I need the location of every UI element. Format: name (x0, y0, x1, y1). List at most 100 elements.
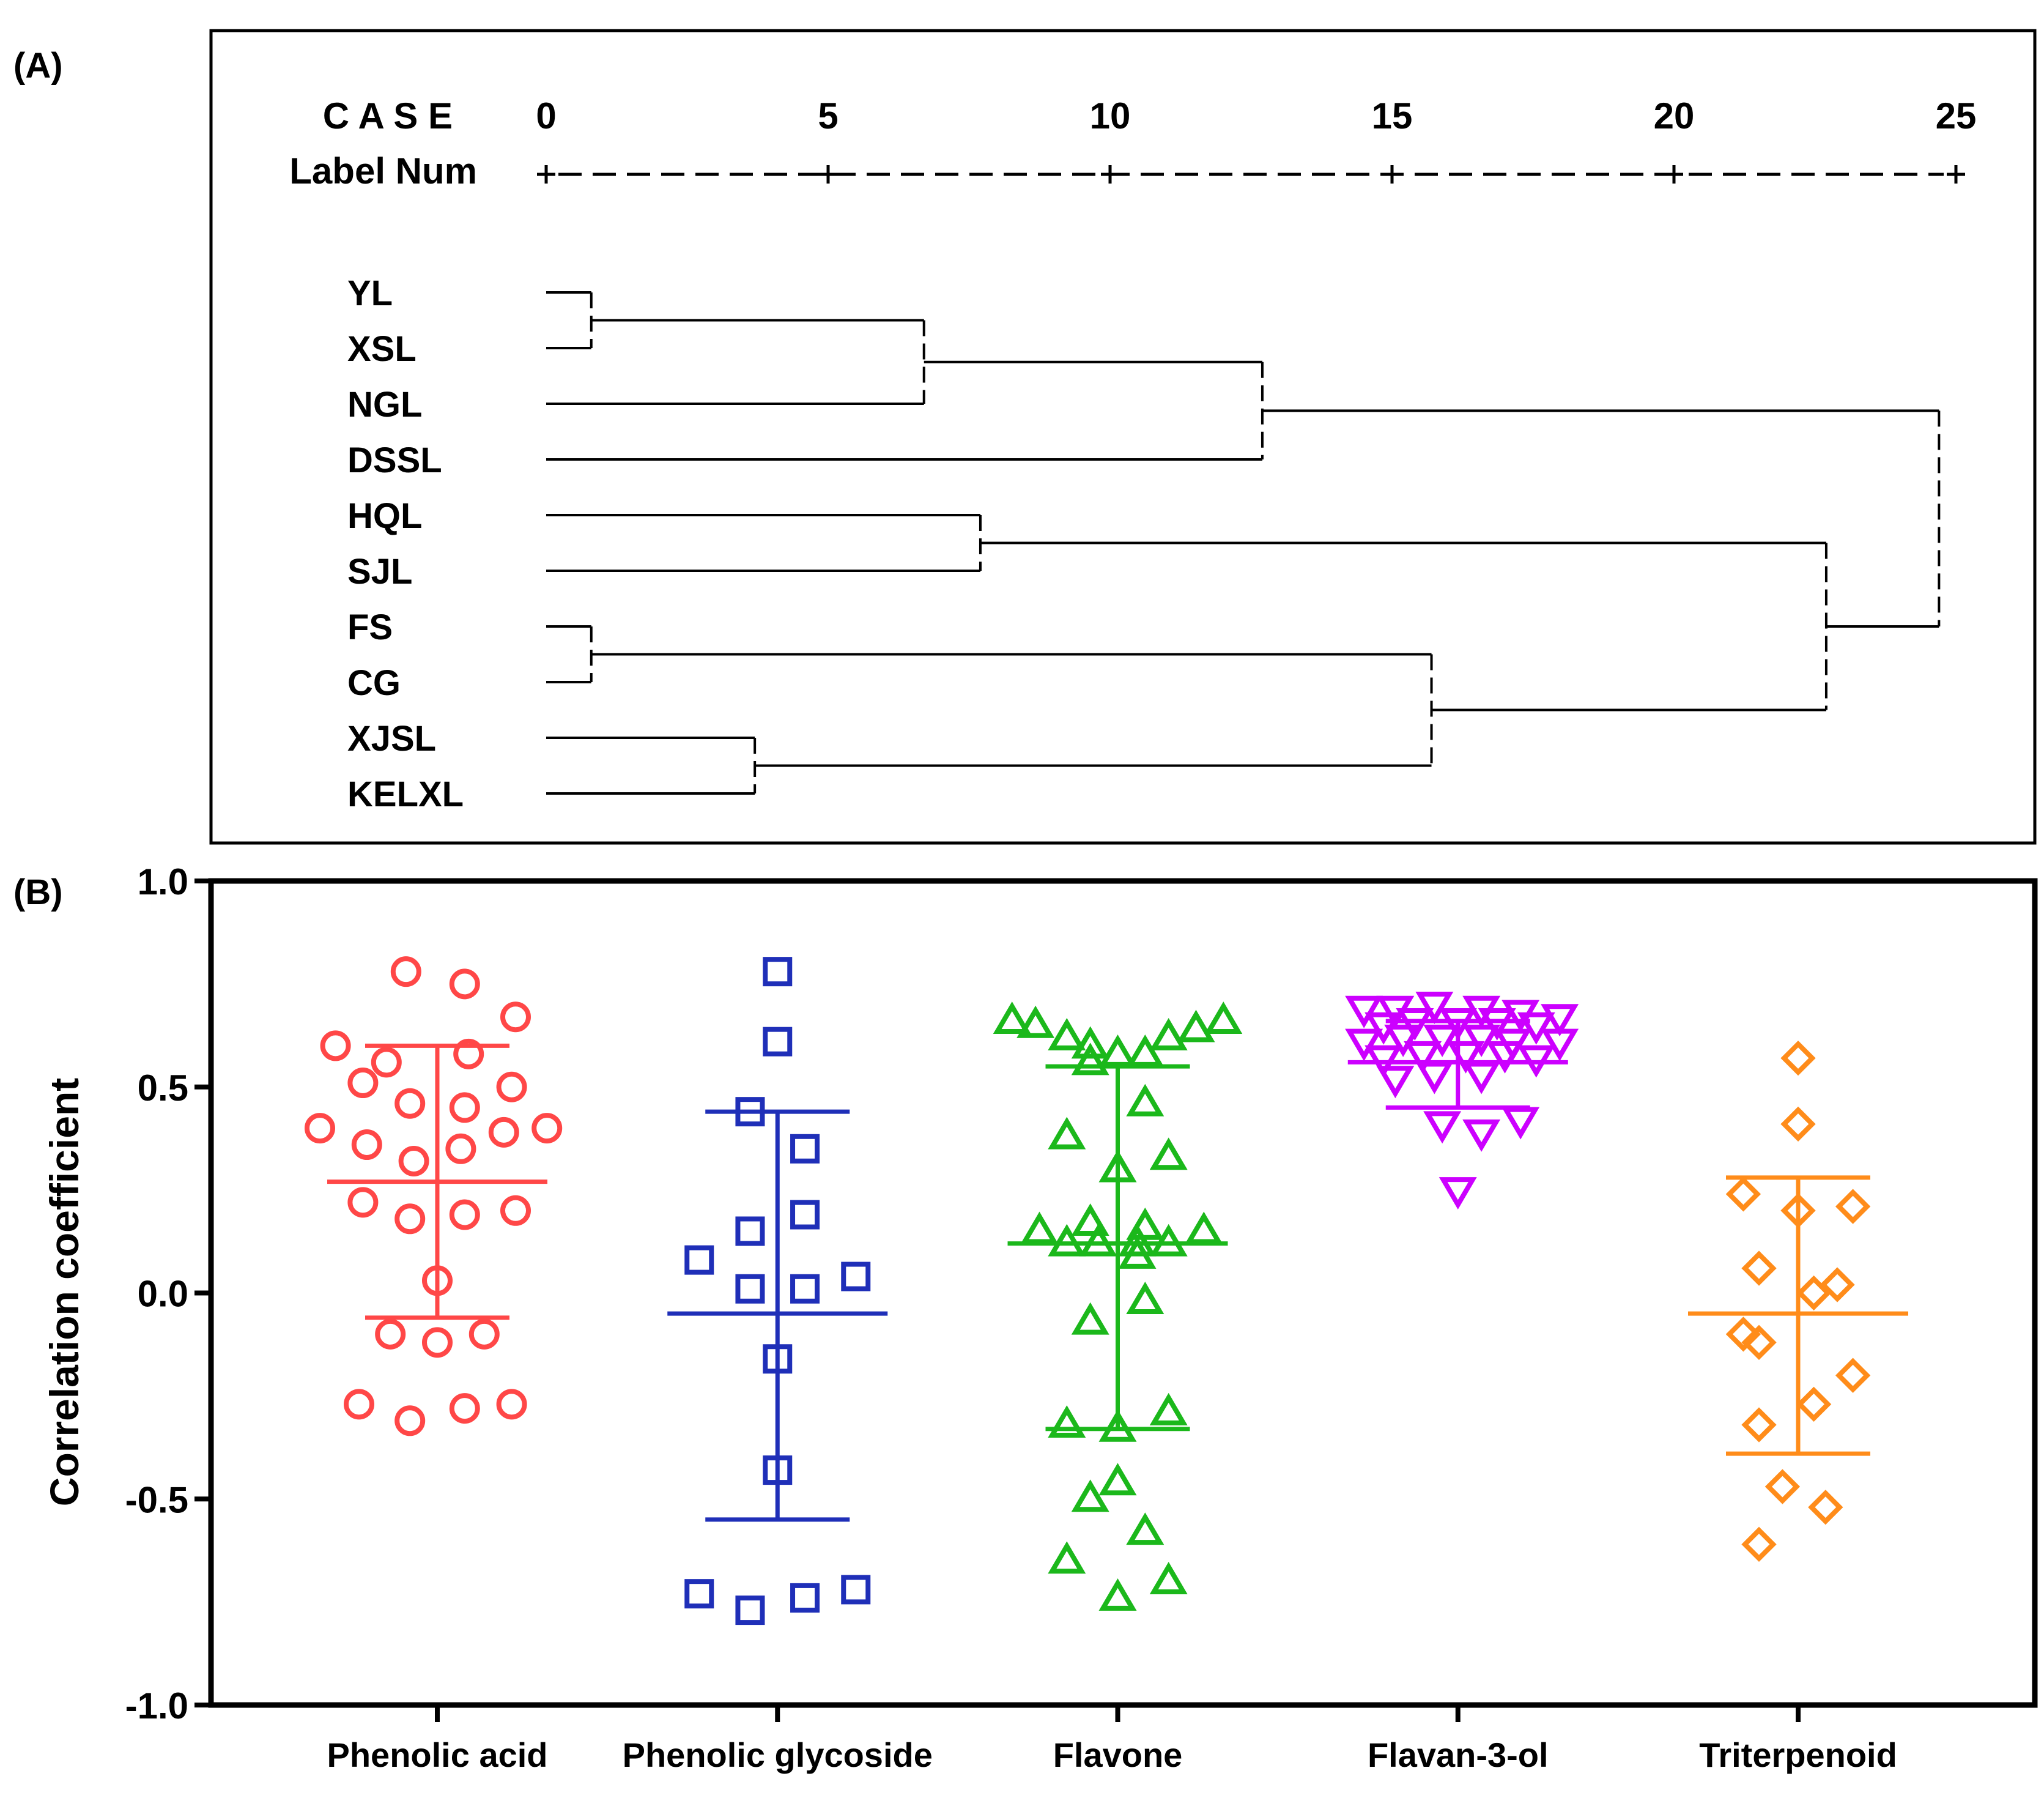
data-point (763, 957, 793, 987)
data-point (500, 1195, 531, 1226)
scale-tick-label-20: 20 (1654, 95, 1695, 136)
data-point (1423, 1024, 1462, 1057)
dendrogram-branches (546, 291, 1941, 795)
data-point (351, 1129, 382, 1161)
panel-b-label: (B) (13, 872, 63, 912)
panel-a-label: (A) (13, 46, 63, 86)
data-point (763, 1027, 793, 1057)
data-point (1486, 1041, 1524, 1074)
data-point (375, 1318, 406, 1350)
data-point (394, 1405, 426, 1436)
data-point (841, 1575, 871, 1605)
data-point (500, 1001, 531, 1033)
x-tick-label-phenolic-acid: Phenolic acid (327, 1736, 548, 1774)
leaf-label-hql: HQL (347, 496, 422, 536)
x-tick-label-flavan-3-ol: Flavan-3-ol (1368, 1736, 1549, 1774)
data-point (1780, 1040, 1816, 1076)
data-point (1079, 1224, 1117, 1257)
data-point (1177, 1009, 1215, 1042)
x-tick-label-triterpenoid: Triterpenoid (1699, 1736, 1897, 1774)
data-point (531, 1113, 563, 1144)
data-point (449, 1393, 480, 1424)
data-point (347, 1068, 379, 1099)
data-point (1071, 1026, 1109, 1059)
data-point (449, 1199, 480, 1230)
data-point (449, 968, 480, 1000)
data-point (1126, 1282, 1165, 1314)
data-point (1376, 1066, 1415, 1099)
data-point (1808, 1490, 1843, 1525)
dendrogram-frame (209, 29, 2037, 845)
data-point (1462, 1119, 1501, 1152)
dendrogram-scale-ticks: 0 5 10 15 20 25 (536, 95, 1976, 136)
data-point (684, 1245, 714, 1275)
data-point (453, 1038, 484, 1069)
data-point (1016, 1005, 1055, 1038)
data-point (1462, 1024, 1501, 1057)
data-point (449, 1092, 480, 1123)
data-point (1204, 1001, 1243, 1034)
data-point (1517, 1012, 1555, 1045)
data-point (1835, 1358, 1871, 1393)
data-point (1149, 1018, 1188, 1050)
data-point (1741, 1407, 1777, 1443)
data-point (790, 1274, 820, 1304)
data-point (1796, 1386, 1832, 1422)
series-phenolic-glycoside (667, 957, 888, 1625)
series-phenolic-acid (305, 956, 563, 1436)
leaf-label-kelxl: KELXL (347, 775, 464, 814)
x-tick-label-flavone: Flavone (1053, 1736, 1183, 1774)
data-point (735, 1596, 765, 1625)
data-point (1780, 1106, 1816, 1142)
scatter-panel: (B) Correlation coefficient -1.0 -0.5 0.0 0… (13, 861, 2038, 1774)
x-axis: Phenolic acid Phenolic glycoside Flavone Fl… (327, 1705, 1897, 1774)
data-point (422, 1327, 453, 1358)
leaf-label-ngl: NGL (347, 385, 422, 425)
label-num-header: Label Num (289, 150, 477, 191)
data-point (1764, 1469, 1801, 1504)
data-point (993, 1001, 1031, 1034)
data-point (1071, 1203, 1109, 1236)
dendrogram-leaf-labels: YL XSL NGL DSSL HQL SJL FS CG XJSL KELXL (347, 273, 464, 814)
data-point (394, 1203, 426, 1235)
data-point (1048, 1224, 1086, 1257)
data-point (488, 1116, 519, 1148)
data-point (347, 1187, 379, 1218)
leaf-label-dssl: DSSL (347, 440, 442, 480)
data-point (1149, 1392, 1188, 1425)
data-point (790, 1583, 820, 1613)
data-point (496, 1071, 527, 1102)
data-point (1118, 1236, 1157, 1269)
data-point (1149, 1137, 1188, 1170)
data-point (371, 1047, 402, 1078)
data-point (1725, 1317, 1761, 1352)
data-point (1048, 1018, 1086, 1050)
data-point (305, 1113, 335, 1144)
case-header: C A S E (323, 95, 453, 136)
plot-series (305, 956, 1908, 1625)
data-point (1048, 1116, 1086, 1150)
data-point (1835, 1189, 1871, 1224)
leaf-label-sjl: SJL (347, 552, 412, 592)
x-tick-label-phenolic-glycoside: Phenolic glycoside (623, 1736, 933, 1774)
data-point (1796, 1275, 1832, 1311)
y-tick-label-0-5: -0.5 (125, 1479, 188, 1520)
series-flavone (993, 1001, 1243, 1611)
y-axis: -1.0 -0.5 0.0 0.5 1.0 (125, 861, 211, 1726)
data-point (1071, 1302, 1109, 1335)
data-point (1071, 1479, 1109, 1512)
data-point (684, 1579, 714, 1609)
data-point (1118, 1224, 1157, 1257)
data-point (841, 1261, 871, 1291)
y-tick-label-0-5: 0.5 (138, 1068, 188, 1109)
data-point (1126, 1512, 1165, 1545)
data-point (1149, 1224, 1188, 1257)
data-point (398, 1145, 429, 1176)
leaf-label-fs: FS (347, 607, 393, 647)
data-point (1820, 1267, 1855, 1302)
scale-tick-label-5: 5 (818, 95, 838, 136)
scale-tick-label-0: 0 (536, 95, 556, 136)
scale-tick-label-10: 10 (1090, 95, 1131, 136)
